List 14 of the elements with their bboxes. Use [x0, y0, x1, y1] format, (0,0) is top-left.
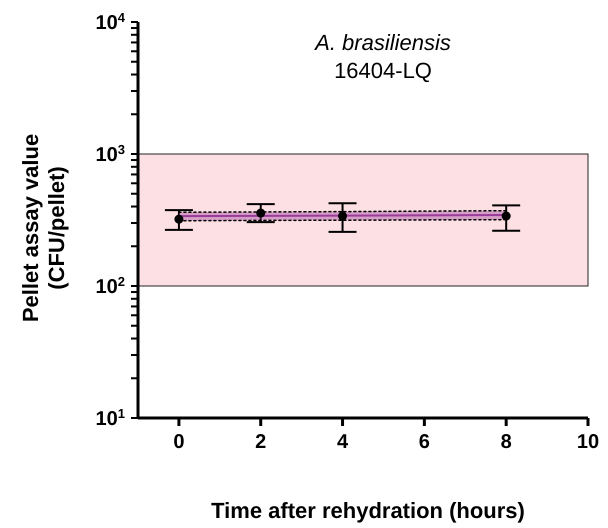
x-tick-label: 2: [255, 431, 266, 453]
x-axis-title: Time after rehydration (hours): [211, 498, 525, 523]
y-tick-label: 10$^{2}$: [96, 274, 125, 298]
y-axis-title: Pellet assay value (CFU/pellet): [18, 134, 69, 322]
x-tick-label: 10: [576, 431, 600, 453]
y-tick-label: 10$^{3}$: [96, 142, 125, 166]
chart-title: A. brasiliensis: [313, 30, 451, 55]
x-tick-label: 4: [336, 431, 349, 453]
y-tick-label: 10$^{1}$: [96, 406, 125, 430]
x-tick-label: 0: [173, 431, 184, 453]
x-tick-label: 8: [500, 431, 512, 453]
x-tick-label: 6: [418, 431, 430, 453]
y-tick-label: 10$^{4}$: [96, 10, 126, 34]
text: 16404-LQ: [334, 58, 432, 83]
